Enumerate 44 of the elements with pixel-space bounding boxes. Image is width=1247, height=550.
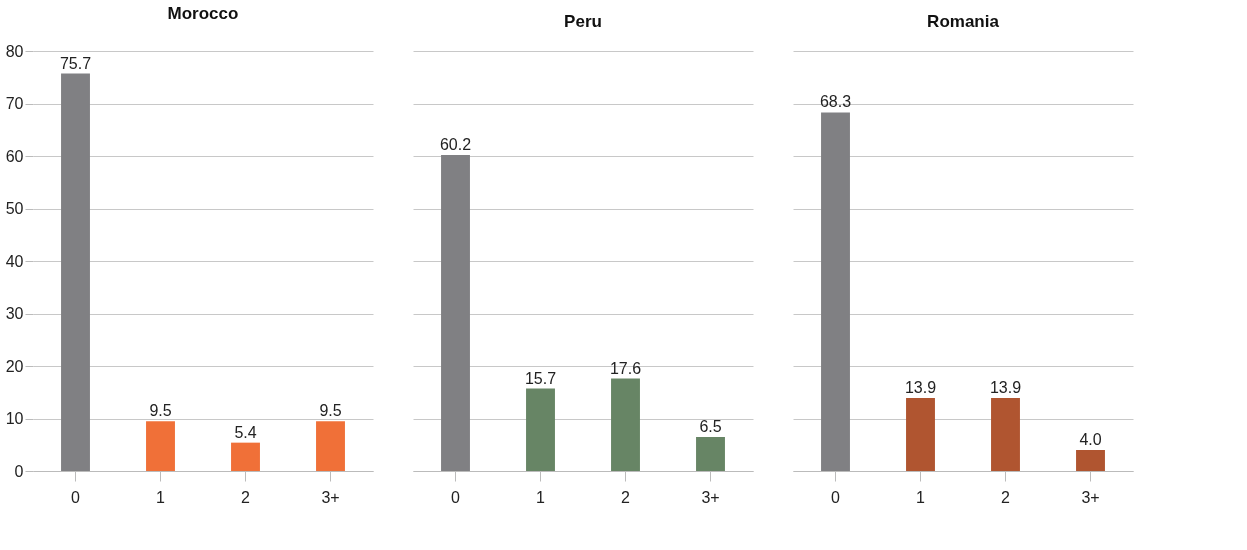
chart-title: Romania <box>927 12 1000 31</box>
y-tick-label: 60 <box>5 147 24 165</box>
x-tick-label: 1 <box>156 488 166 506</box>
data-label: 75.7 <box>59 54 92 72</box>
x-tick-label: 1 <box>536 488 546 506</box>
data-label: 15.7 <box>524 369 557 387</box>
y-tick-label: 40 <box>5 252 24 270</box>
chart-title: Morocco <box>167 4 239 23</box>
x-tick-label: 2 <box>1001 488 1011 506</box>
data-label: 5.4 <box>234 423 257 441</box>
bar <box>441 154 470 471</box>
data-label: 6.5 <box>699 417 722 435</box>
y-tick-label: 10 <box>5 410 24 427</box>
chart-title: Peru <box>564 12 602 31</box>
y-tick-label: 30 <box>5 305 24 322</box>
x-tick-label: 0 <box>451 488 461 506</box>
bar <box>146 421 175 471</box>
x-tick-label: 1 <box>916 488 926 506</box>
bar <box>316 421 345 471</box>
bar <box>61 73 90 471</box>
bar <box>611 378 640 471</box>
data-label: 9.5 <box>319 402 342 420</box>
x-tick-label: 3+ <box>1081 488 1100 506</box>
x-tick-label: 3+ <box>701 488 720 506</box>
x-tick-label: 2 <box>241 488 251 506</box>
y-tick-label: 50 <box>5 200 24 217</box>
y-tick-label: 80 <box>5 42 24 60</box>
y-tick-label: 0 <box>14 462 24 480</box>
x-tick-label: 0 <box>831 488 841 506</box>
y-tick-label: 20 <box>5 357 24 375</box>
data-label: 68.3 <box>819 93 852 111</box>
data-label: 13.9 <box>989 379 1022 397</box>
data-label: 13.9 <box>904 379 937 397</box>
data-label: 17.6 <box>609 359 642 377</box>
x-tick-label: 2 <box>621 488 631 506</box>
data-label: 4.0 <box>1079 431 1102 448</box>
data-label: 60.2 <box>439 135 472 153</box>
bar <box>526 388 555 471</box>
x-tick-label: 0 <box>71 488 81 506</box>
data-label: 9.5 <box>149 402 172 420</box>
bar <box>231 442 260 471</box>
y-tick-label: 70 <box>5 95 24 112</box>
x-tick-label: 3+ <box>321 488 340 506</box>
bar <box>696 436 725 471</box>
